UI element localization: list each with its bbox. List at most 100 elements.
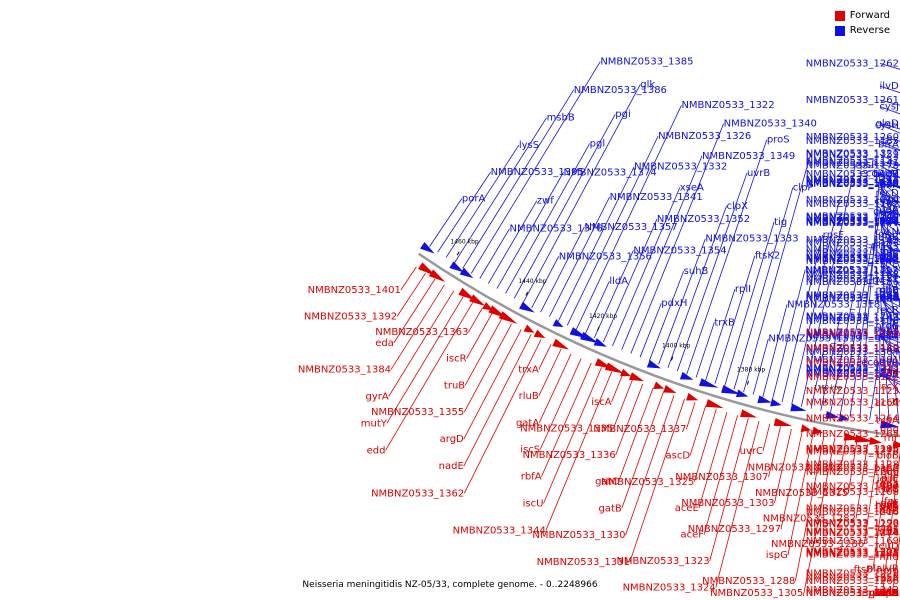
reverse-gene-label: NMBNZ0533_1262 bbox=[806, 58, 899, 69]
reverse-gene-label: NMBNZ0533_1260 bbox=[806, 132, 899, 143]
connector-line bbox=[820, 316, 841, 411]
reverse-gene-arrow bbox=[721, 385, 741, 395]
connector-line bbox=[612, 187, 681, 347]
connector-line bbox=[463, 339, 542, 494]
reverse-gene-label: NMBNZ0533_1256 bbox=[806, 294, 899, 305]
ruler-tick-mark bbox=[746, 380, 749, 385]
reverse-gene-label: NMBNZ0533_1181 bbox=[806, 274, 899, 285]
reverse-gene-label: rpsF bbox=[823, 230, 845, 241]
legend: Forward Reverse bbox=[834, 8, 890, 38]
reverse-gene-label: NMBNZ0533_1138 bbox=[806, 270, 899, 281]
ruler-tick-label: 1420 kbp bbox=[589, 313, 617, 320]
forward-gene-label: NMBNZ0533_1225 bbox=[806, 548, 899, 559]
reverse-gene-label: cysI bbox=[879, 194, 899, 205]
connector-line bbox=[505, 143, 591, 294]
forward-gene-label: eda bbox=[375, 338, 394, 349]
forward-gene-label: gatC bbox=[595, 477, 618, 488]
reverse-gene-label: cysH bbox=[875, 120, 899, 131]
forward-gene-label: NMBNZ0533_1184 bbox=[806, 481, 899, 492]
forward-gene-label: aceF bbox=[680, 530, 704, 541]
connector-line bbox=[839, 245, 873, 415]
connector-line bbox=[686, 139, 768, 375]
connector-line bbox=[872, 446, 891, 570]
reverse-gene-label: NMBNZ0533_1249 bbox=[806, 212, 899, 223]
forward-gene-label: ascD bbox=[666, 450, 691, 461]
reverse-gene-arrow bbox=[880, 420, 900, 429]
connector-line bbox=[879, 369, 900, 394]
connector-line bbox=[539, 358, 582, 450]
forward-gene-label: NMBNZ0533_1198 bbox=[806, 518, 899, 529]
connector-line bbox=[625, 395, 675, 536]
forward-gene-label: fpr bbox=[884, 496, 899, 507]
connector-line bbox=[393, 278, 436, 344]
connector-line bbox=[879, 326, 881, 422]
reverse-gene-arrow bbox=[646, 359, 661, 369]
reverse-gene-arrow bbox=[699, 378, 719, 388]
reverse-gene-label: xseA bbox=[680, 183, 704, 194]
reverse-gene-label: NMBNZ0533_1186 bbox=[806, 277, 899, 288]
connector-line bbox=[709, 418, 749, 562]
forward-gene-label: NMBNZ0533_1123 bbox=[806, 386, 899, 397]
reverse-gene-label: NMBNZ0533_1190 bbox=[806, 316, 899, 327]
forward-gene-label: NMBNZ0533_1169 bbox=[806, 536, 899, 547]
connector-line bbox=[639, 303, 662, 358]
connector-line bbox=[830, 281, 857, 413]
forward-gene-label: NMBNZ0533_1228 bbox=[806, 569, 899, 580]
reverse-gene-label: ppiA bbox=[877, 294, 899, 305]
ruler-tick-mark bbox=[456, 251, 460, 256]
connector-line bbox=[557, 166, 635, 322]
connector-line bbox=[768, 426, 781, 478]
forward-gene-arrow bbox=[482, 301, 493, 311]
reverse-gene-label: NMBNZ0533_1341 bbox=[610, 192, 703, 203]
reverse-gene-label: nrdA bbox=[875, 205, 899, 216]
connector-line bbox=[771, 269, 806, 400]
forward-gene-arrow bbox=[469, 294, 486, 307]
reverse-gene-label: mltB bbox=[876, 285, 899, 296]
forward-gene-arrow bbox=[498, 311, 518, 324]
forward-gene-label: nlaIVR bbox=[867, 563, 899, 574]
forward-gene-label: rluB bbox=[519, 391, 539, 402]
forward-gene-label: NMBNZ0533_1297 bbox=[688, 524, 781, 535]
reverse-gene-label: NMBNZ0533_1261 bbox=[806, 95, 899, 106]
ruler-tick-label: 1360 kbp bbox=[814, 385, 842, 392]
reverse-gene-label: NMBNZ0533_1140 bbox=[806, 293, 899, 304]
forward-gene-label: pssA bbox=[868, 588, 892, 599]
connector-line bbox=[810, 351, 824, 409]
connector-line bbox=[593, 250, 634, 339]
reverse-gene-label: plsC bbox=[872, 240, 893, 251]
reverse-gene-label: NMBNZ0533_1349 bbox=[702, 151, 795, 162]
reverse-gene-label: mod bbox=[877, 291, 899, 302]
reverse-gene-label: NMBNZ0533_1257 bbox=[806, 331, 899, 342]
reverse-gene-arrow bbox=[552, 318, 564, 327]
connector-line bbox=[891, 533, 900, 597]
reverse-gene-label: trxB bbox=[714, 317, 735, 328]
forward-gene-label: fdx bbox=[883, 365, 899, 376]
connector-line bbox=[881, 450, 900, 596]
reverse-gene-label: glxK bbox=[877, 180, 899, 191]
reverse-swatch bbox=[834, 25, 845, 36]
forward-gene-label: NMBNZ0533_1128 bbox=[806, 459, 899, 470]
reverse-gene-label: NMBNZ0533_1233 bbox=[806, 252, 899, 263]
connector-line bbox=[630, 123, 725, 354]
connector-line bbox=[538, 353, 572, 423]
forward-gene-label: NMBNZ0533_1265 bbox=[806, 429, 899, 440]
forward-gene-label: NMBNZ0533_1120 bbox=[806, 343, 899, 354]
connector-line bbox=[879, 220, 900, 270]
connector-line bbox=[840, 439, 847, 468]
forward-gene-label: gatB bbox=[599, 503, 622, 514]
reverse-gene-label: NMBNZ0533_1248 bbox=[806, 256, 899, 267]
forward-gene-label: NMBNZ0533_1188 bbox=[806, 463, 899, 474]
forward-gene-label: NMBNZ0533_1195 bbox=[806, 444, 899, 455]
reverse-gene-label: bfrA bbox=[878, 139, 899, 150]
reverse-gene-label: NMBNZ0533_1235 bbox=[806, 179, 899, 190]
forward-gene-label: NMBNZ0533_1344 bbox=[453, 526, 546, 537]
reverse-gene-label: NMBNZ0533_1267 bbox=[806, 369, 899, 380]
forward-gene-arrow bbox=[663, 385, 677, 393]
forward-gene-label: iscR bbox=[446, 354, 466, 365]
reverse-gene-label: NMBNZ0533_1321 bbox=[806, 148, 899, 159]
reverse-gene-label: radC bbox=[875, 255, 899, 266]
connector-line bbox=[787, 433, 814, 556]
forward-gene-label: truB bbox=[444, 380, 465, 391]
reverse-gene-label: NMBNZ0533_1357 bbox=[584, 222, 677, 233]
reverse-gene-arrow bbox=[519, 301, 535, 313]
